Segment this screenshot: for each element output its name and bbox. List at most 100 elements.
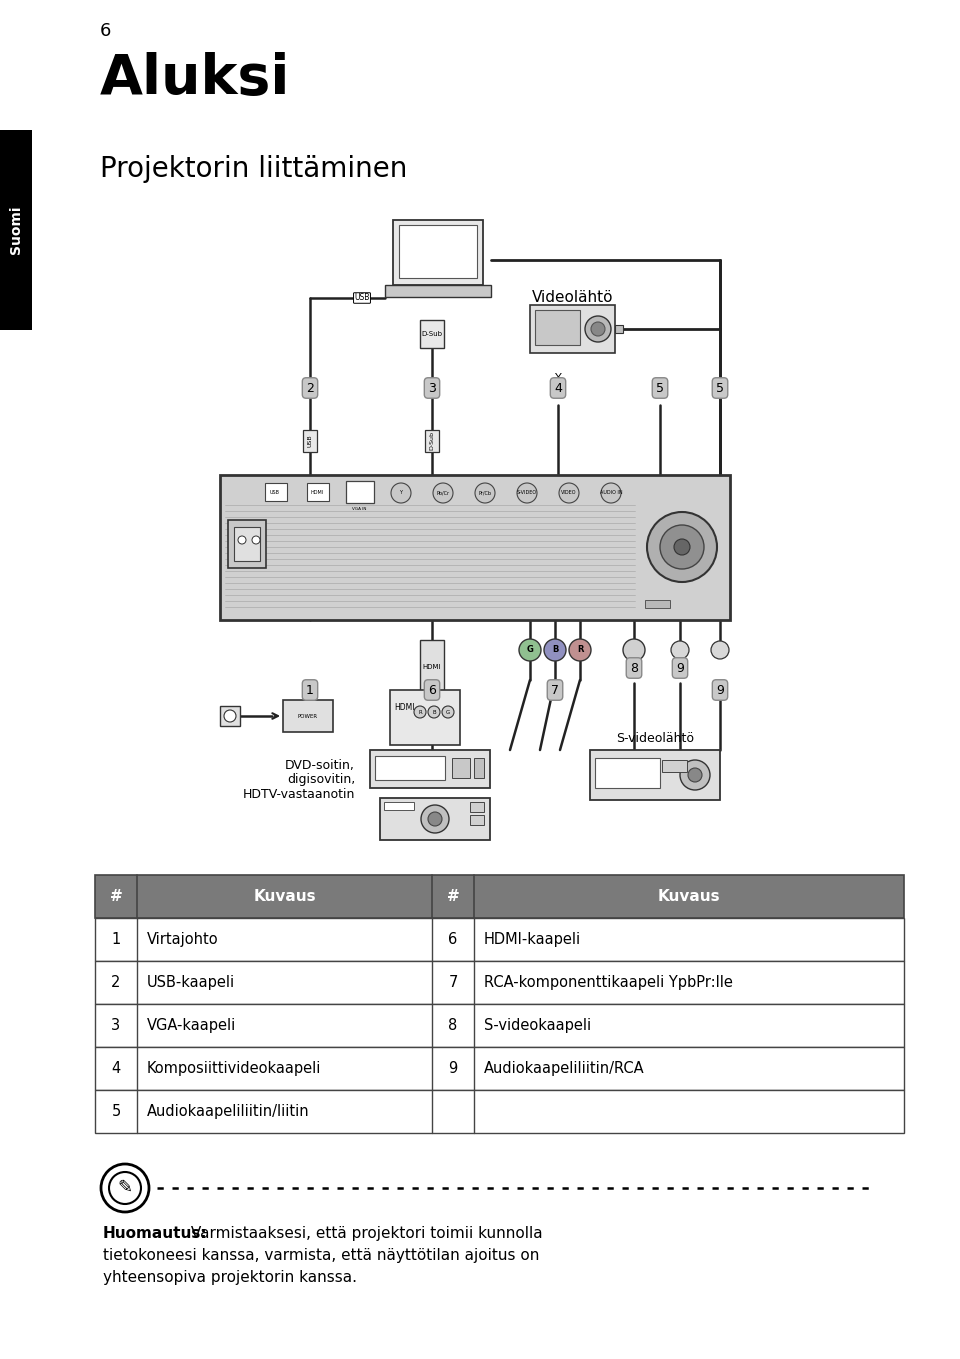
Circle shape bbox=[688, 768, 702, 781]
Bar bbox=[399, 226, 477, 279]
Text: HDMI: HDMI bbox=[422, 665, 442, 670]
Text: 4: 4 bbox=[111, 1061, 121, 1076]
Text: Kuvaus: Kuvaus bbox=[253, 889, 316, 904]
Text: 9: 9 bbox=[676, 662, 684, 674]
Circle shape bbox=[601, 482, 621, 503]
Bar bbox=[452, 758, 470, 777]
Text: 6: 6 bbox=[448, 932, 458, 947]
Text: 5: 5 bbox=[656, 382, 664, 394]
Bar bbox=[615, 325, 623, 333]
Bar bbox=[425, 429, 439, 453]
Circle shape bbox=[517, 482, 537, 503]
Text: S-VIDEO: S-VIDEO bbox=[516, 491, 537, 496]
Circle shape bbox=[559, 482, 579, 503]
Text: R: R bbox=[577, 646, 584, 655]
Bar bbox=[590, 750, 720, 800]
Text: tietokoneesi kanssa, varmista, että näyttötilan ajoitus on: tietokoneesi kanssa, varmista, että näyt… bbox=[103, 1248, 540, 1263]
Text: Projektorin liittäminen: Projektorin liittäminen bbox=[100, 155, 407, 183]
Bar bbox=[375, 756, 445, 780]
Circle shape bbox=[544, 639, 566, 660]
Text: RCA-komponenttikaapeli YpbPr:lle: RCA-komponenttikaapeli YpbPr:lle bbox=[484, 974, 732, 989]
Bar bbox=[220, 476, 730, 620]
Bar bbox=[95, 917, 904, 961]
Bar bbox=[645, 601, 670, 607]
Text: Varmistaaksesi, että projektori toimii kunnolla: Varmistaaksesi, että projektori toimii k… bbox=[186, 1226, 542, 1241]
Text: R: R bbox=[419, 709, 421, 715]
Bar bbox=[420, 319, 444, 348]
Text: 7: 7 bbox=[551, 684, 559, 697]
Bar bbox=[0, 130, 32, 330]
Text: B: B bbox=[552, 646, 558, 655]
Text: USB-kaapeli: USB-kaapeli bbox=[147, 974, 235, 989]
Bar bbox=[370, 750, 490, 788]
Bar bbox=[346, 481, 374, 503]
Text: Pr/Cb: Pr/Cb bbox=[478, 491, 492, 496]
Text: POWER: POWER bbox=[298, 713, 318, 719]
Text: USB: USB bbox=[270, 491, 280, 496]
Text: 8: 8 bbox=[448, 1018, 458, 1033]
Bar bbox=[95, 1090, 904, 1133]
Bar bbox=[303, 429, 317, 453]
Bar bbox=[95, 875, 904, 917]
Bar bbox=[283, 700, 333, 733]
Bar bbox=[470, 815, 484, 825]
Text: 2: 2 bbox=[111, 974, 121, 989]
Circle shape bbox=[569, 639, 591, 660]
Text: 1: 1 bbox=[111, 932, 121, 947]
Circle shape bbox=[428, 705, 440, 718]
Text: digisovitin,: digisovitin, bbox=[287, 773, 355, 787]
Circle shape bbox=[238, 535, 246, 544]
Circle shape bbox=[421, 805, 449, 833]
Text: Y: Y bbox=[399, 491, 402, 496]
Text: yhteensopiva projektorin kanssa.: yhteensopiva projektorin kanssa. bbox=[103, 1271, 357, 1286]
Circle shape bbox=[428, 811, 442, 826]
Text: G: G bbox=[527, 646, 534, 655]
Text: VGA IN: VGA IN bbox=[351, 507, 366, 511]
Text: 4: 4 bbox=[554, 382, 562, 394]
Circle shape bbox=[519, 639, 541, 660]
Text: Y: Y bbox=[555, 372, 562, 383]
Text: Komposiittivideokaapeli: Komposiittivideokaapeli bbox=[147, 1061, 322, 1076]
Text: VIDEO: VIDEO bbox=[562, 491, 577, 496]
Text: S-videolähtö: S-videolähtö bbox=[616, 731, 694, 745]
Text: Huomautus:: Huomautus: bbox=[103, 1226, 207, 1241]
Circle shape bbox=[591, 322, 605, 336]
Circle shape bbox=[224, 709, 236, 722]
Bar bbox=[470, 802, 484, 811]
Text: S-videokaapeli: S-videokaapeli bbox=[484, 1018, 591, 1033]
Bar bbox=[662, 760, 687, 772]
Text: HDMI: HDMI bbox=[310, 491, 324, 496]
Text: 8: 8 bbox=[630, 662, 638, 674]
Circle shape bbox=[414, 705, 426, 718]
Text: B: B bbox=[432, 709, 436, 715]
Text: 6: 6 bbox=[428, 684, 436, 697]
Text: 9: 9 bbox=[716, 684, 724, 697]
Bar bbox=[380, 798, 490, 840]
Circle shape bbox=[109, 1171, 141, 1204]
Circle shape bbox=[674, 540, 690, 554]
Text: HDMI-kaapeli: HDMI-kaapeli bbox=[484, 932, 581, 947]
Circle shape bbox=[711, 641, 729, 659]
Text: 9: 9 bbox=[448, 1061, 458, 1076]
Text: D-Sub: D-Sub bbox=[429, 432, 435, 450]
Bar bbox=[530, 304, 615, 353]
Text: 5: 5 bbox=[111, 1104, 121, 1118]
Bar bbox=[265, 482, 287, 501]
Bar bbox=[384, 802, 414, 810]
Text: 1: 1 bbox=[306, 684, 314, 697]
Text: 6: 6 bbox=[100, 22, 111, 39]
Bar bbox=[595, 758, 660, 788]
Circle shape bbox=[101, 1165, 149, 1212]
Text: G: G bbox=[445, 709, 450, 715]
Bar bbox=[420, 640, 444, 694]
Circle shape bbox=[433, 482, 453, 503]
Bar bbox=[474, 758, 484, 777]
Circle shape bbox=[475, 482, 495, 503]
Text: ✎: ✎ bbox=[117, 1180, 132, 1197]
Text: #: # bbox=[446, 889, 460, 904]
Text: HDMI: HDMI bbox=[394, 703, 415, 712]
Text: Pb/Cr: Pb/Cr bbox=[437, 491, 449, 496]
Bar bbox=[95, 1046, 904, 1090]
Text: Virtajohto: Virtajohto bbox=[147, 932, 219, 947]
Bar bbox=[390, 690, 460, 745]
